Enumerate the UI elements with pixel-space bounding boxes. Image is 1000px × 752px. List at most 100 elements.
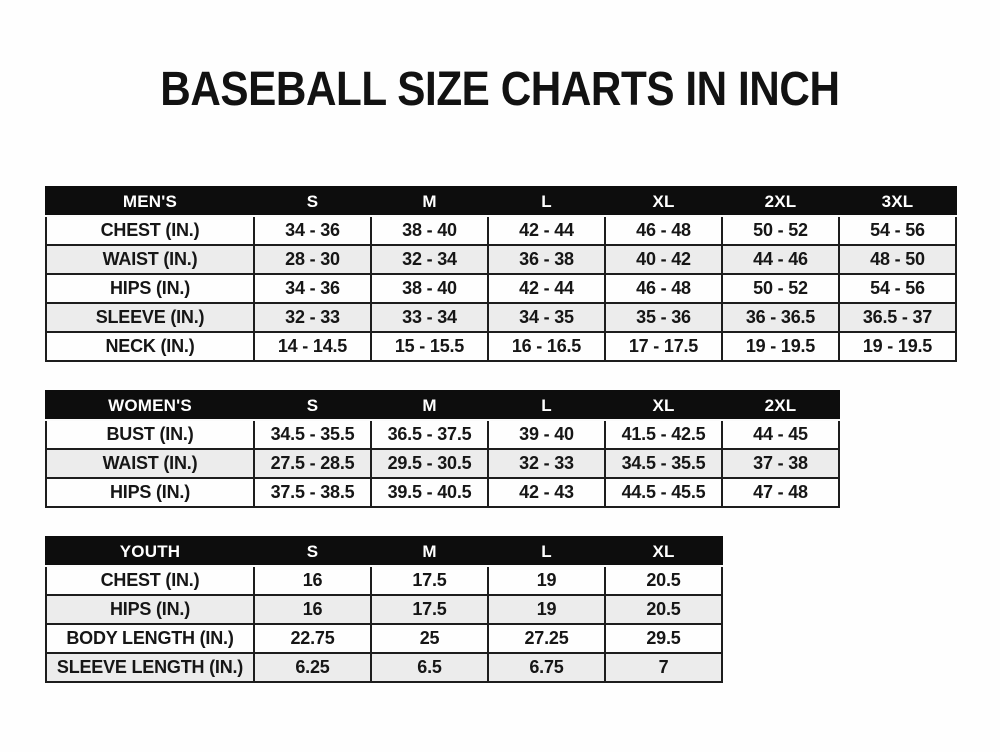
value-cell: 36.5 - 37.5 xyxy=(370,419,489,450)
value-cell: 7 xyxy=(604,652,723,683)
value-cell: 34 - 35 xyxy=(487,302,606,333)
value-cell: 19 - 19.5 xyxy=(838,331,957,362)
value-cell: 50 - 52 xyxy=(721,273,840,304)
size-header-cell: M xyxy=(370,536,489,567)
value-cell: 36 - 38 xyxy=(487,244,606,275)
value-cell: 37 - 38 xyxy=(721,448,840,479)
size-header-cell: M xyxy=(370,390,489,421)
value-cell: 20.5 xyxy=(604,565,723,596)
value-cell: 38 - 40 xyxy=(370,215,489,246)
row-label-cell: BODY LENGTH (IN.) xyxy=(45,623,255,654)
value-cell: 16 xyxy=(253,594,372,625)
value-cell: 6.5 xyxy=(370,652,489,683)
womens-table-title-cell: WOMEN'S xyxy=(45,390,255,421)
value-cell: 34.5 - 35.5 xyxy=(604,448,723,479)
value-cell: 32 - 33 xyxy=(487,448,606,479)
row-label-cell: SLEEVE (IN.) xyxy=(45,302,255,333)
value-cell: 47 - 48 xyxy=(721,477,840,508)
value-cell: 44 - 45 xyxy=(721,419,840,450)
value-cell: 25 xyxy=(370,623,489,654)
value-cell: 38 - 40 xyxy=(370,273,489,304)
value-cell: 54 - 56 xyxy=(838,273,957,304)
size-header-cell: XL xyxy=(604,186,723,217)
row-label-cell: HIPS (IN.) xyxy=(45,477,255,508)
value-cell: 34 - 36 xyxy=(253,273,372,304)
value-cell: 29.5 xyxy=(604,623,723,654)
row-label-cell: CHEST (IN.) xyxy=(45,565,255,596)
value-cell: 20.5 xyxy=(604,594,723,625)
row-label-cell: HIPS (IN.) xyxy=(45,273,255,304)
value-cell: 40 - 42 xyxy=(604,244,723,275)
table-row: NECK (IN.) 14 - 14.5 15 - 15.5 16 - 16.5 17 … xyxy=(45,331,957,362)
value-cell: 29.5 - 30.5 xyxy=(370,448,489,479)
mens-table-title-cell: MEN'S xyxy=(45,186,255,217)
value-cell: 35 - 36 xyxy=(604,302,723,333)
value-cell: 19 - 19.5 xyxy=(721,331,840,362)
value-cell: 14 - 14.5 xyxy=(253,331,372,362)
value-cell: 6.75 xyxy=(487,652,606,683)
table-row: HIPS (IN.) 37.5 - 38.5 39.5 - 40.5 42 - 43 4… xyxy=(45,477,840,508)
size-header-cell: M xyxy=(370,186,489,217)
size-header-cell: L xyxy=(487,536,606,567)
value-cell: 46 - 48 xyxy=(604,215,723,246)
size-header-cell: S xyxy=(253,390,372,421)
value-cell: 39.5 - 40.5 xyxy=(370,477,489,508)
row-label-cell: SLEEVE LENGTH (IN.) xyxy=(45,652,255,683)
value-cell: 19 xyxy=(487,565,606,596)
value-cell: 44.5 - 45.5 xyxy=(604,477,723,508)
row-label-cell: WAIST (IN.) xyxy=(45,448,255,479)
row-label-cell: CHEST (IN.) xyxy=(45,215,255,246)
table-row: BODY LENGTH (IN.) 22.75 25 27.25 29.5 xyxy=(45,623,723,654)
size-header-cell: S xyxy=(253,536,372,567)
table-row: HIPS (IN.) 16 17.5 19 20.5 xyxy=(45,594,723,625)
table-row: WAIST (IN.) 28 - 30 32 - 34 36 - 38 40 - 42 4… xyxy=(45,244,957,275)
table-row: CHEST (IN.) 16 17.5 19 20.5 xyxy=(45,565,723,596)
womens-size-table: WOMEN'S S M L XL 2XL BUST (IN.) 34.5 - 35.5 36.5… xyxy=(45,390,840,508)
youth-size-table: YOUTH S M L XL CHEST (IN.) 16 17.5 19 20.5 HIPS (I… xyxy=(45,536,723,683)
row-label-cell: BUST (IN.) xyxy=(45,419,255,450)
mens-size-table: MEN'S S M L XL 2XL 3XL CHEST (IN.) 34 - 36 38 - 4… xyxy=(45,186,957,362)
value-cell: 36 - 36.5 xyxy=(721,302,840,333)
value-cell: 50 - 52 xyxy=(721,215,840,246)
value-cell: 42 - 43 xyxy=(487,477,606,508)
value-cell: 33 - 34 xyxy=(370,302,489,333)
value-cell: 32 - 34 xyxy=(370,244,489,275)
row-label-cell: HIPS (IN.) xyxy=(45,594,255,625)
size-header-cell: 2XL xyxy=(721,390,840,421)
value-cell: 37.5 - 38.5 xyxy=(253,477,372,508)
tables-container: MEN'S S M L XL 2XL 3XL CHEST (IN.) 34 - 36 38 - 4… xyxy=(45,186,1000,683)
table-row: SLEEVE (IN.) 32 - 33 33 - 34 34 - 35 35 - 36… xyxy=(45,302,957,333)
table-row: BUST (IN.) 34.5 - 35.5 36.5 - 37.5 39 - 40 4… xyxy=(45,419,840,450)
value-cell: 34 - 36 xyxy=(253,215,372,246)
value-cell: 17.5 xyxy=(370,594,489,625)
value-cell: 19 xyxy=(487,594,606,625)
value-cell: 48 - 50 xyxy=(838,244,957,275)
value-cell: 44 - 46 xyxy=(721,244,840,275)
page-title-text: BASEBALL SIZE CHARTS IN INCH xyxy=(160,63,840,116)
youth-table-title-cell: YOUTH xyxy=(45,536,255,567)
value-cell: 54 - 56 xyxy=(838,215,957,246)
table-row: SLEEVE LENGTH (IN.) 6.25 6.5 6.75 7 xyxy=(45,652,723,683)
value-cell: 17 - 17.5 xyxy=(604,331,723,362)
value-cell: 42 - 44 xyxy=(487,273,606,304)
value-cell: 27.5 - 28.5 xyxy=(253,448,372,479)
size-header-cell: S xyxy=(253,186,372,217)
value-cell: 39 - 40 xyxy=(487,419,606,450)
table-row: CHEST (IN.) 34 - 36 38 - 40 42 - 44 46 - 48 5… xyxy=(45,215,957,246)
value-cell: 34.5 - 35.5 xyxy=(253,419,372,450)
page-title: BASEBALL SIZE CHARTS IN INCH xyxy=(0,64,1000,116)
mens-header-row: MEN'S S M L XL 2XL 3XL xyxy=(45,186,957,217)
value-cell: 16 - 16.5 xyxy=(487,331,606,362)
size-header-cell: 2XL xyxy=(721,186,840,217)
value-cell: 6.25 xyxy=(253,652,372,683)
value-cell: 22.75 xyxy=(253,623,372,654)
value-cell: 15 - 15.5 xyxy=(370,331,489,362)
row-label-cell: WAIST (IN.) xyxy=(45,244,255,275)
value-cell: 16 xyxy=(253,565,372,596)
size-header-cell: L xyxy=(487,390,606,421)
youth-header-row: YOUTH S M L XL xyxy=(45,536,723,567)
row-label-cell: NECK (IN.) xyxy=(45,331,255,362)
size-header-cell: 3XL xyxy=(838,186,957,217)
table-row: WAIST (IN.) 27.5 - 28.5 29.5 - 30.5 32 - 33… xyxy=(45,448,840,479)
